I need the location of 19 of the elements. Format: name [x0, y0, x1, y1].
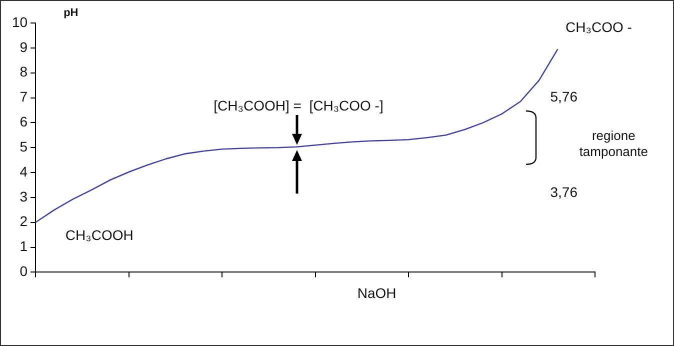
y-tick-label: 4	[20, 163, 28, 180]
y-tick-label: 10	[12, 14, 28, 30]
y-tick-label: 7	[20, 88, 28, 105]
annotation: CH₃COOH	[65, 226, 134, 243]
y-tick-label: 9	[20, 38, 28, 55]
y-tick-label: 0	[20, 263, 28, 280]
y-tick-label: 6	[20, 114, 28, 130]
x-axis-title: NaOH	[357, 285, 396, 302]
annotation: [CH₃COOH] = [CH₃COO -]	[214, 97, 384, 114]
y-tick-label: 3	[20, 188, 28, 204]
y-tick-label: 2	[20, 213, 28, 230]
y-tick-label: 5	[20, 138, 28, 154]
annotation: CH₃COO -	[566, 18, 632, 35]
annotation: 5,76	[550, 88, 578, 105]
y-tick-label: 8	[20, 64, 28, 80]
annotation: 3,76	[550, 184, 578, 200]
y-tick-label: 1	[20, 238, 28, 254]
y-axis-title: pH	[64, 7, 78, 20]
annotation: regione tamponante	[579, 128, 648, 159]
